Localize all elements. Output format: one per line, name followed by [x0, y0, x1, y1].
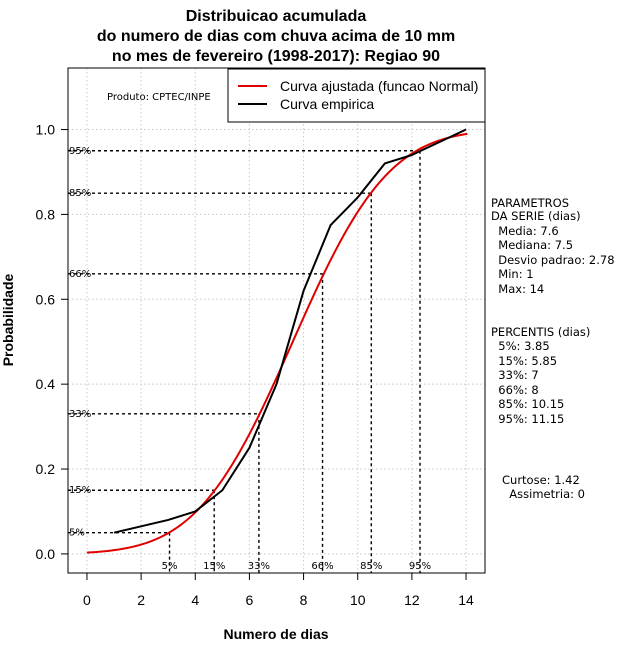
- percentis-line: 33%: 7: [491, 368, 539, 382]
- fitted-normal-curve: [86, 132, 468, 554]
- percentile-markers: 5% 5% 15% 15% 33% 33% 66% 66% 85% 85% 95% 95%: [68, 146, 431, 573]
- percentile-label-left: 66%: [69, 269, 91, 280]
- y-axis-title: Probabilidade: [0, 274, 16, 367]
- x-tick-label: 0: [83, 592, 91, 608]
- percentis-line: 66%: 8: [491, 383, 539, 397]
- legend-box: [227, 68, 486, 123]
- percentile-label-left: 85%: [69, 188, 91, 199]
- y-tick-label: 0.2: [36, 461, 56, 477]
- percentis-block: PERCENTIS (dias) 5%: 3.85 15%: 5.85 33%:…: [491, 325, 590, 426]
- y-tick-label: 0.8: [36, 206, 56, 222]
- chart-title-line-3: no mes de fevereiro (1998-2017): Regiao …: [112, 48, 440, 65]
- x-axis: 0 2 4 6 8 10 12 14: [83, 572, 474, 608]
- percentile-label-bottom: 85%: [360, 561, 382, 572]
- shape-line: Curtose: 1.42: [502, 473, 580, 487]
- shape-line: Assimetria: 0: [502, 487, 585, 501]
- parametros-line: Min: 1: [491, 267, 534, 281]
- legend-label-fitted: Curva ajustada (funcao Normal): [280, 78, 478, 94]
- y-axis: 0.0 0.2 0.4 0.6 0.8 1.0: [36, 122, 68, 562]
- percentile-label-bottom: 66%: [311, 561, 333, 572]
- series-layer: [86, 128, 468, 554]
- x-axis-title: Numero de dias: [223, 626, 328, 642]
- plot-border: [67, 67, 486, 574]
- shape-block: Curtose: 1.42 Assimetria: 0: [502, 473, 585, 501]
- percentile-label-left: 15%: [69, 485, 91, 496]
- chart-title-line-2: do numero de dias com chuva acima de 10 …: [97, 28, 455, 45]
- percentile-label-left: 95%: [69, 146, 91, 157]
- parametros-line: DA SERIE (dias): [491, 209, 581, 223]
- x-tick-label: 6: [246, 592, 254, 608]
- percentis-line: 95%: 11.15: [491, 412, 564, 426]
- chart-title-line-1: Distribuicao acumulada: [186, 8, 367, 25]
- parametros-line: Max: 14: [491, 282, 544, 296]
- x-tick-label: 14: [458, 592, 474, 608]
- parametros-line: PARAMETROS: [491, 196, 569, 210]
- y-tick-label: 1.0: [36, 122, 56, 138]
- empirical-curve: [113, 128, 467, 534]
- x-tick-label: 4: [191, 592, 199, 608]
- x-tick-label: 2: [137, 592, 145, 608]
- legend: Curva ajustada (funcao Normal) Curva emp…: [227, 68, 486, 123]
- percentile-label-left: 33%: [69, 409, 91, 420]
- parametros-block: PARAMETROS DA SERIE (dias) Media: 7.6 Me…: [491, 196, 615, 296]
- parametros-line: Media: 7.6: [491, 224, 559, 238]
- percentis-line: 85%: 10.15: [491, 397, 564, 411]
- legend-label-empirical: Curva empirica: [280, 96, 374, 112]
- y-tick-label: 0.4: [36, 376, 56, 392]
- grid: [68, 68, 485, 573]
- percentile-label-bottom: 95%: [409, 561, 431, 572]
- percentis-line: 5%: 3.85: [491, 339, 550, 353]
- producer-label: Produto: CPTEC/INPE: [107, 92, 211, 103]
- percentis-line: 15%: 5.85: [491, 354, 557, 368]
- percentile-label-bottom: 5%: [162, 561, 178, 572]
- x-tick-label: 8: [300, 592, 308, 608]
- x-tick-label: 12: [404, 592, 420, 608]
- percentile-label-bottom: 33%: [248, 561, 270, 572]
- y-tick-label: 0.6: [36, 291, 56, 307]
- parametros-line: Desvio padrao: 2.78: [491, 253, 615, 267]
- percentis-line: PERCENTIS (dias): [491, 325, 590, 339]
- percentile-label-left: 5%: [69, 528, 85, 539]
- x-tick-label: 10: [350, 592, 366, 608]
- parametros-line: Mediana: 7.5: [491, 238, 573, 252]
- y-tick-label: 0.0: [36, 546, 56, 562]
- percentile-label-bottom: 15%: [203, 561, 225, 572]
